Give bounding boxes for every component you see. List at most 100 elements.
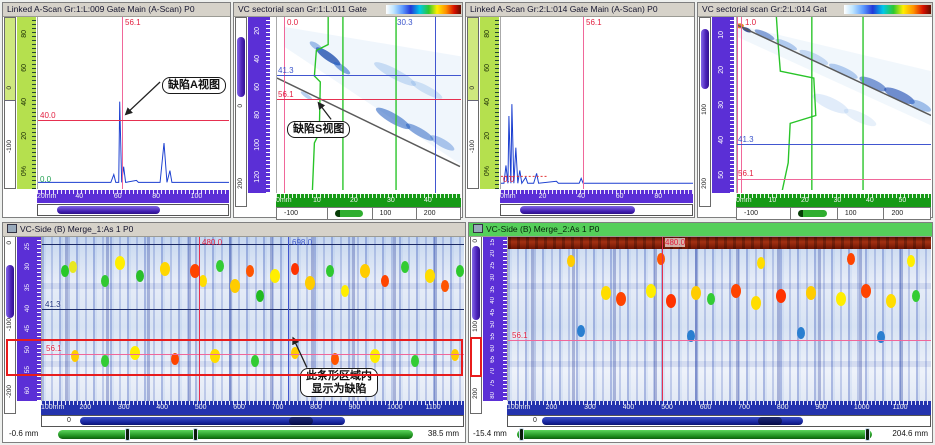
horizontal-scrollbar[interactable]	[500, 204, 693, 216]
panel-ascan-gr1: Linked A-Scan Gr:1:L:009 Gate Main (A-Sc…	[2, 2, 231, 218]
bscan-image	[42, 236, 464, 401]
scrollbar-thumb[interactable]	[237, 36, 245, 97]
horizontal-scrollbar[interactable]: 0	[507, 415, 931, 427]
defect-band-callout: 此条形区域内 显示为缺陷	[300, 368, 378, 398]
depth-cursor-blue[interactable]	[277, 75, 461, 76]
sectorial-plot[interactable]: 0.0 30.3 41.3 56.1 缺陷S视图	[276, 17, 461, 193]
range-max: 38.5 mm	[427, 429, 459, 438]
bscan-plot[interactable]: 480.0 698.0 41.3 56.1 此条形区域内 显示为缺陷	[41, 236, 464, 401]
depth-cursor-blue[interactable]	[42, 309, 464, 310]
scrollbar-thumb[interactable]	[6, 265, 14, 318]
track-label: 0	[472, 238, 479, 243]
scrollbar-thumb[interactable]	[520, 206, 635, 214]
defect-indications	[508, 236, 514, 246]
scroll-cell: 200	[416, 207, 461, 220]
surface-echo-band	[508, 236, 931, 249]
range-slider[interactable]	[517, 428, 872, 441]
depth-ruler: 25 30 35 40 45 50 55 60	[17, 236, 41, 401]
track-label: -100	[6, 140, 13, 154]
sectorial-image	[277, 17, 461, 191]
track-label: 0	[6, 240, 13, 245]
track-label: -100	[469, 140, 476, 154]
depth-red-value: 56.1	[46, 344, 62, 353]
scrollbar-thumb[interactable]	[57, 206, 160, 214]
panel-bscan-merge2: VC-Side (B) Merge_2:As 1 P0 0 100 200 15…	[468, 222, 933, 443]
bscan-plot[interactable]: 480.0 56.1	[507, 236, 931, 401]
track-label: 200	[701, 177, 708, 189]
depth-blue-value: 41.3	[738, 135, 754, 144]
vertical-scrollbar[interactable]: 0 100 200	[470, 236, 482, 414]
track-label: -100	[6, 317, 13, 331]
scroll-fill	[5, 18, 15, 101]
depth-cursor-red[interactable]	[737, 179, 931, 180]
scan-cursor-red[interactable]	[662, 236, 663, 401]
depth-ruler: 15 20 25 30 35 40 45 50 55 60 65 70 75 80	[483, 236, 507, 401]
scan-cursor-line[interactable]	[122, 17, 123, 189]
scrollbar-thumb[interactable]	[335, 210, 363, 217]
scan-scrollbar[interactable]: -100 100 200	[736, 207, 932, 220]
panel-title-bar[interactable]: Linked A-Scan Gr:1:L:009 Gate Main (A-Sc…	[3, 3, 230, 17]
sectorial-plot[interactable]: 1.0 41.3 56.1	[736, 17, 931, 193]
gate-line[interactable]	[38, 120, 229, 121]
scroll-fill	[468, 18, 478, 101]
defect-s-callout: 缺陷S视图	[287, 121, 351, 138]
range-handle[interactable]	[192, 428, 198, 441]
depth-red-value: 56.1	[278, 90, 294, 99]
ascan-plot[interactable]: 56.1 0.0	[500, 17, 693, 189]
track-highlight-rectangle	[470, 337, 482, 377]
panel-title-bar[interactable]: VC-Side (B) Merge_1:As 1 P0	[3, 223, 465, 237]
ref-cursor-line2[interactable]	[741, 17, 742, 193]
scroll-origin: 0	[67, 417, 71, 424]
ref-cursor-line[interactable]	[284, 17, 285, 193]
x-ruler: 20mm 40 60 80 100	[37, 190, 229, 203]
depth-cursor-red[interactable]	[508, 340, 931, 341]
horizontal-scrollbar[interactable]	[37, 204, 229, 216]
scrollbar-thumb[interactable]	[701, 29, 709, 90]
track-label: 100	[701, 104, 708, 116]
vertical-scrollbar[interactable]: 0 -100	[4, 17, 16, 189]
vertical-scrollbar[interactable]: 100 200	[699, 17, 711, 207]
depth-cursor-blue[interactable]	[737, 144, 931, 145]
range-handle[interactable]	[865, 428, 871, 441]
palette-colorbar	[386, 5, 461, 14]
view-icon	[473, 224, 483, 233]
range-slider[interactable]	[58, 428, 413, 441]
horizontal-scrollbar[interactable]: 0	[41, 415, 464, 427]
cursor-red-value: 480.0	[665, 238, 686, 247]
depth-red-value: 56.1	[512, 331, 528, 340]
angle-cursor-line[interactable]	[435, 17, 436, 193]
scroll-origin: 0	[533, 417, 537, 424]
depth-cursor-red[interactable]	[277, 99, 461, 100]
scroll-thumb-cell[interactable]	[791, 207, 838, 220]
depth-red-value: 56.1	[738, 169, 754, 178]
depth-cursor-red[interactable]	[42, 354, 464, 355]
gate-value: 40.0	[40, 111, 56, 120]
scroll-thumb-cell[interactable]	[328, 207, 373, 220]
vertical-scrollbar[interactable]: 0 200	[235, 17, 247, 207]
depth-ruler: 20 40 60 80 100 120	[248, 17, 270, 193]
vertical-scrollbar[interactable]: 0 -100 -200	[4, 236, 16, 414]
scrollbar-thumb[interactable]	[79, 417, 346, 425]
range-min: -0.6 mm	[9, 429, 39, 438]
interface-line	[42, 244, 464, 245]
scan-cursor-red[interactable]	[199, 236, 200, 401]
range-handle[interactable]	[125, 428, 131, 441]
panel-title-bar[interactable]: Linked A-Scan Gr:2:L:014 Gate Main (A-Sc…	[466, 3, 694, 17]
view-icon	[7, 224, 17, 233]
ref-cursor-line[interactable]	[737, 17, 738, 193]
ascan-plot[interactable]: 56.1 40.0 0.0 缺陷A视图	[37, 17, 229, 189]
scrollbar-thumb[interactable]	[798, 210, 828, 217]
track-label: -200	[6, 384, 13, 398]
range-handle[interactable]	[518, 428, 524, 441]
vertical-scrollbar[interactable]: 0 -100	[467, 17, 479, 189]
x-ruler: 100mm 200 300 400 500 600 700 800 900 1000 1100	[41, 401, 464, 415]
panel-title-bar[interactable]: VC-Side (B) Merge_2:As 1 P0	[469, 223, 932, 237]
angle-cursor-value: 30.3	[397, 18, 413, 27]
scan-cursor-line[interactable]	[583, 17, 584, 189]
scrollbar-thumb[interactable]	[472, 245, 480, 320]
scan-cursor-blue[interactable]	[288, 236, 289, 401]
scrollbar-thumb[interactable]	[541, 417, 804, 425]
panel-bscan-merge1: VC-Side (B) Merge_1:As 1 P0 0 -100 -200 …	[2, 222, 466, 443]
scan-scrollbar[interactable]: -100 100 200	[276, 207, 461, 220]
